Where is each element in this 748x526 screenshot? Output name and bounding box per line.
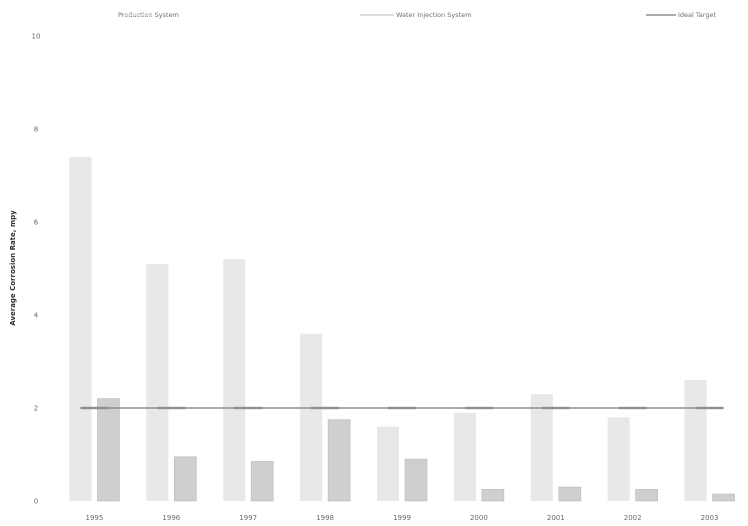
bar-water-injection-system-2000 — [481, 489, 505, 502]
bar-production-system-1996 — [146, 263, 169, 501]
bar-water-injection-system-1997 — [250, 461, 274, 502]
legend: Production System Water Injection System… — [118, 11, 716, 19]
y-tick-label-6: 6 — [34, 219, 39, 227]
bar-production-system-1999 — [377, 426, 399, 501]
x-axis: 1995 1996 1997 1998 1999 2000 2001 2002 2003 — [86, 514, 719, 522]
y-axis: 0 2 4 6 8 10 — [32, 33, 41, 506]
x-tick-label-1998: 1998 — [316, 514, 334, 522]
bar-production-system-1997 — [223, 259, 246, 501]
bar-water-injection-system-1995 — [97, 398, 120, 502]
ideal-target-segment-1996 — [157, 406, 186, 410]
y-tick-label-4: 4 — [34, 312, 39, 320]
bar-water-injection-system-2001 — [558, 486, 582, 502]
ideal-target-segment-1998 — [311, 406, 340, 410]
bar-production-system-2000 — [453, 412, 476, 501]
x-tick-label-2000: 2000 — [470, 514, 488, 522]
bar-production-system-1998 — [300, 333, 323, 501]
x-tick-label-2003: 2003 — [701, 514, 719, 522]
bars — [69, 156, 735, 502]
ideal-target-segment-1995 — [80, 406, 109, 410]
legend-label-ideal-target: Ideal Target — [678, 11, 716, 19]
ideal-target-segment-2000 — [464, 406, 493, 410]
x-tick-label-1999: 1999 — [393, 514, 411, 522]
bar-production-system-2003 — [684, 380, 707, 501]
target-line-layer — [80, 406, 724, 410]
bar-water-injection-system-2003 — [712, 493, 735, 502]
bar-water-injection-system-1999 — [404, 458, 428, 502]
x-tick-label-1996: 1996 — [162, 514, 180, 522]
y-tick-label-10: 10 — [32, 33, 41, 41]
bar-production-system-1995 — [69, 156, 92, 501]
x-tick-label-2002: 2002 — [624, 514, 642, 522]
bar-water-injection-system-2002 — [635, 489, 658, 502]
ideal-target-segment-2001 — [541, 406, 570, 410]
y-axis-title: Average Corrosion Rate, mpy — [9, 210, 17, 326]
x-tick-label-1997: 1997 — [239, 514, 257, 522]
ideal-target-segment-1999 — [388, 406, 416, 410]
bar-production-system-2001 — [530, 394, 553, 501]
bar-water-injection-system-1998 — [327, 419, 351, 502]
ideal-target-segment-1997 — [234, 406, 263, 410]
y-tick-label-2: 2 — [34, 405, 38, 413]
y-tick-label-8: 8 — [34, 126, 38, 134]
legend-label-water-injection-system: Water Injection System — [396, 11, 471, 19]
bar-water-injection-system-1996 — [174, 456, 197, 502]
y-tick-label-0: 0 — [34, 498, 38, 506]
ideal-target-segment-2002 — [618, 406, 647, 410]
ideal-target-segment-2003 — [695, 406, 724, 410]
x-tick-label-2001: 2001 — [547, 514, 565, 522]
x-tick-label-1995: 1995 — [86, 514, 104, 522]
bar-production-system-2002 — [607, 417, 630, 501]
